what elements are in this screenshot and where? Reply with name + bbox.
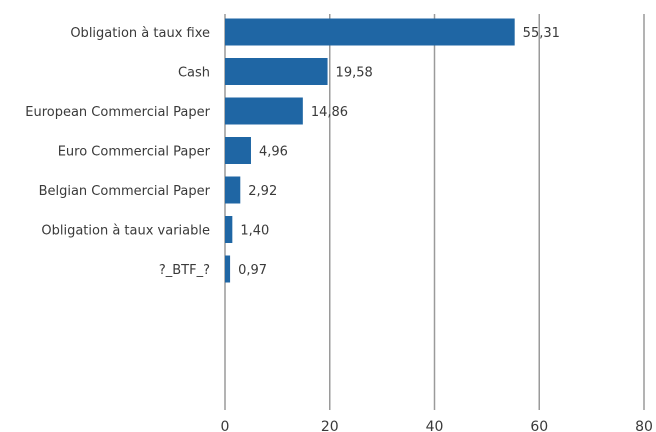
category-label: Belgian Commercial Paper	[39, 184, 211, 199]
value-label: 2,92	[248, 184, 277, 199]
bar	[225, 216, 233, 243]
x-axis-tick-labels: 0 20 40 60 80	[221, 419, 653, 432]
value-label: 0,97	[238, 263, 267, 278]
category-labels: Obligation à taux fixe Cash European Comme…	[25, 26, 210, 278]
category-label: Obligation à taux variable	[41, 224, 210, 239]
bars	[225, 18, 515, 283]
bar	[225, 176, 241, 204]
bar	[225, 18, 515, 46]
x-tick-label: 0	[221, 419, 230, 432]
value-label: 14,86	[311, 105, 348, 120]
category-label: Cash	[178, 66, 210, 81]
value-label: 55,31	[523, 26, 560, 41]
bar	[225, 137, 251, 164]
x-tick-label: 20	[321, 419, 339, 432]
bar	[225, 255, 231, 283]
value-label: 4,96	[259, 145, 288, 160]
category-label: Euro Commercial Paper	[58, 145, 211, 160]
bar	[225, 97, 303, 125]
value-label: 1,40	[240, 224, 269, 239]
grid-lines	[224, 14, 645, 410]
value-labels: 55,31 19,58 14,86 4,96 2,92 1,40 0,97	[238, 26, 560, 278]
category-label: European Commercial Paper	[25, 105, 210, 120]
value-label: 19,58	[336, 66, 373, 81]
category-label: ?_BTF_?	[159, 263, 210, 278]
x-tick-label: 80	[635, 419, 653, 432]
bar	[225, 58, 328, 85]
x-tick-label: 60	[530, 419, 548, 432]
category-label: Obligation à taux fixe	[70, 26, 210, 41]
x-tick-label: 40	[426, 419, 444, 432]
